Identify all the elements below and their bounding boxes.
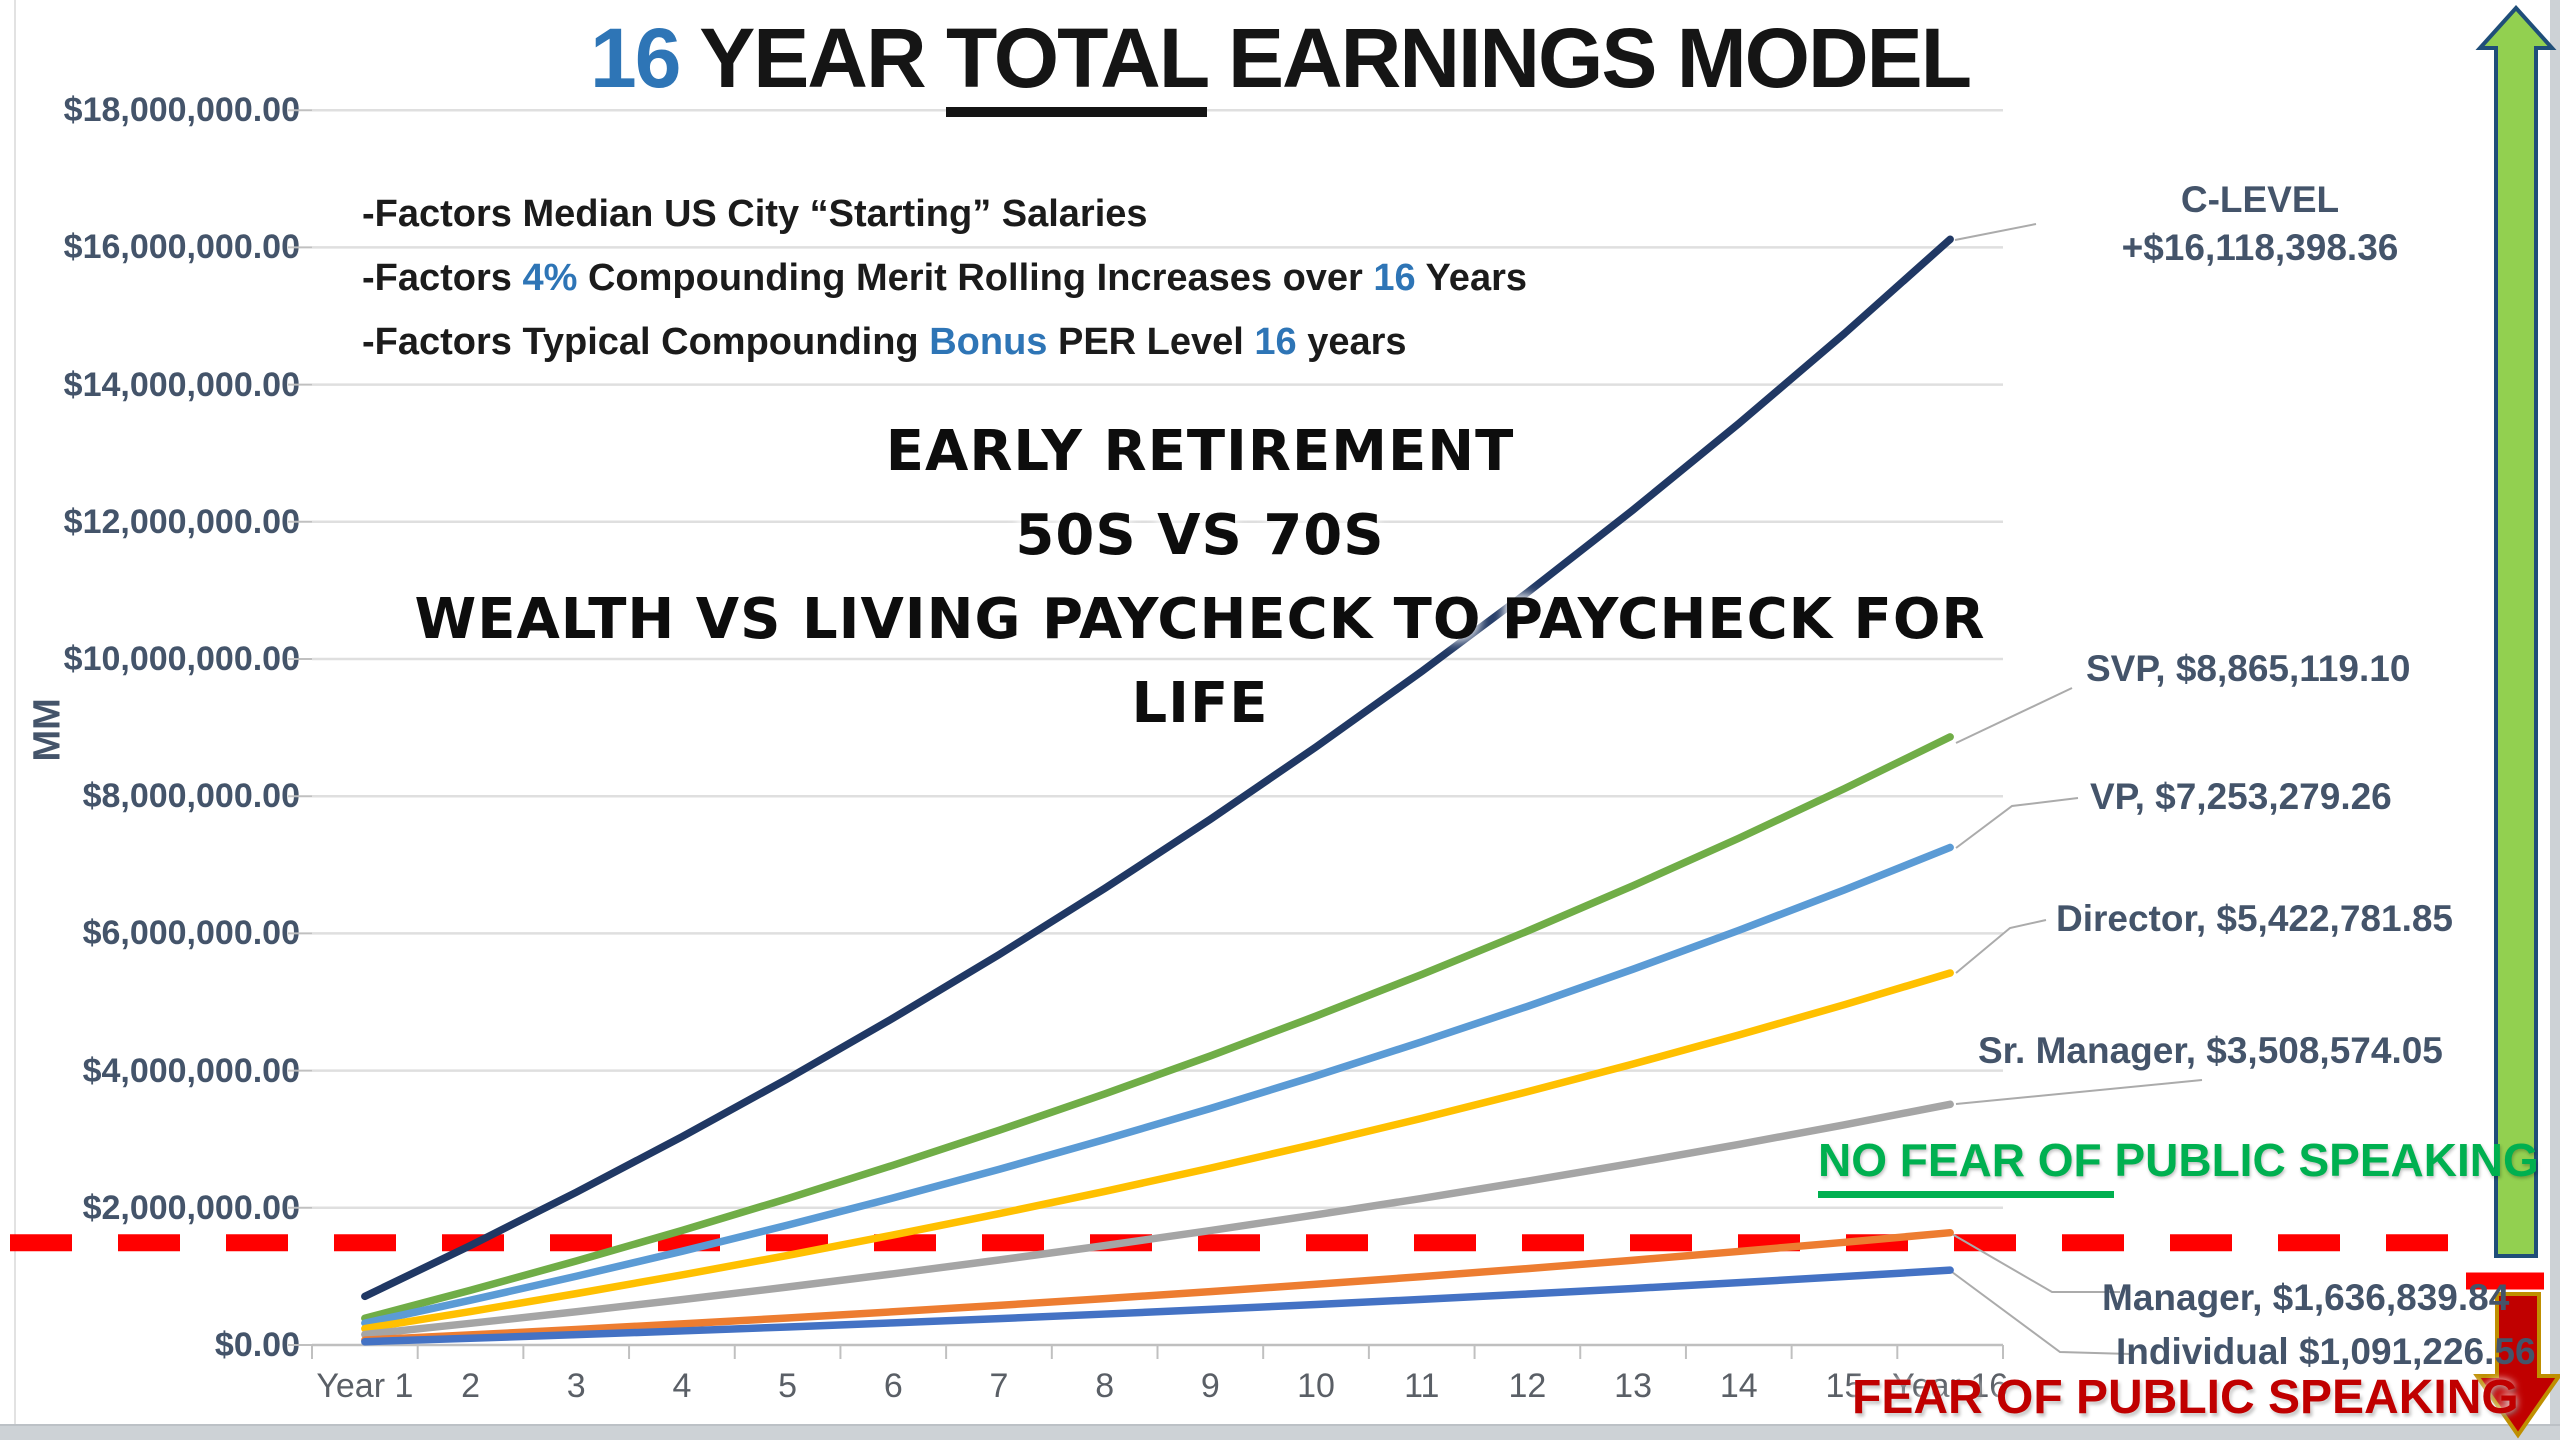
assumptions-text: -Factors Median US City “Starting” Salar…	[362, 182, 1527, 374]
series-label-director: Director, $5,422,781.85	[2056, 898, 2454, 939]
x-label-12: 12	[1508, 1367, 1547, 1405]
leader-line-director	[1955, 919, 2047, 974]
x-label-15: 15	[1825, 1367, 1864, 1405]
assumption-line-1: -Factors Median US City “Starting” Salar…	[362, 193, 1148, 235]
leader-line-manager	[1951, 1233, 2120, 1293]
no-fear-underlined: NO FEAR OF	[1818, 1134, 2115, 1198]
x-label-16: Year 16	[1892, 1367, 2009, 1405]
label-leader-lines	[1951, 223, 2203, 1355]
leader-line-svp	[1955, 687, 2073, 744]
series-lines	[361, 235, 1954, 1346]
series-label-svp: SVP, $8,865,119.10	[2086, 648, 2411, 689]
x-label-5: 5	[778, 1367, 798, 1405]
series-line-c-level	[361, 235, 1954, 1301]
x-label-1: Year 1	[316, 1367, 414, 1405]
series-label-vp: VP, $7,253,279.26	[2090, 776, 2392, 817]
x-label-9: 9	[1200, 1367, 1220, 1405]
bottom-edge-strip	[0, 1424, 2560, 1440]
x-label-10: 10	[1297, 1367, 1335, 1405]
fear-annotation: FEAR OF PUBLIC SPEAKING	[1852, 1371, 2519, 1424]
assumption-line-2: -Factors 4% Compounding Merit Rolling In…	[362, 257, 1527, 299]
series-line-sr-manager	[361, 1100, 1954, 1339]
y-axis-title: MM	[26, 698, 69, 762]
poster-overlay-text: EARLY RETIREMENT 50S VS 70S WEALTH VS LI…	[340, 410, 2060, 746]
y-label-16m: $16,000,000.00	[63, 228, 300, 267]
no-fear-annotation: NO FEAR OF PUBLIC SPEAKING	[1818, 1133, 2539, 1198]
x-label-2: 2	[461, 1367, 480, 1405]
x-label-3: 3	[566, 1367, 586, 1405]
series-label-c-level: C-LEVEL +$16,118,398.36	[2121, 179, 2399, 268]
series-label-sr-manager: Sr. Manager, $3,508,574.05	[1978, 1030, 2443, 1071]
series-label-manager: Manager, $1,636,839.84	[2102, 1277, 2510, 1318]
y-label-6m: $6,000,000.00	[82, 914, 300, 953]
left-edge-line	[14, 0, 16, 1424]
poster-line-3: WEALTH VS LIVING PAYCHECK TO PAYCHECK FO…	[414, 587, 1986, 736]
red-down-arrow	[2473, 1292, 2560, 1439]
y-label-8m: $8,000,000.00	[82, 777, 300, 816]
title-number: 16	[589, 11, 681, 105]
x-label-4: 4	[672, 1367, 692, 1405]
poster-line-2: 50S VS 70S	[1015, 503, 1385, 568]
page-title: 16 YEAR TOTAL EARNINGS MODEL	[340, 10, 2220, 117]
series-label-individual: Individual $1,091,226.56	[2116, 1331, 2536, 1372]
y-label-0m: $0.00	[214, 1326, 300, 1364]
leader-line-vp	[1955, 797, 2079, 849]
y-label-10m: $10,000,000.00	[63, 640, 300, 678]
x-label-7: 7	[989, 1367, 1009, 1405]
right-edge-strip	[2550, 0, 2560, 1424]
x-label-11: 11	[1404, 1367, 1440, 1405]
series-line-vp	[361, 843, 1954, 1327]
series-line-director	[361, 969, 1954, 1333]
x-label-6: 6	[883, 1367, 903, 1405]
x-label-14: 14	[1719, 1367, 1758, 1405]
leader-line-sr-manager	[1955, 1079, 2203, 1105]
x-label-8: 8	[1095, 1367, 1115, 1405]
series-line-individual	[361, 1266, 1954, 1346]
green-up-arrow	[2475, 5, 2557, 1258]
y-label-12m: $12,000,000.00	[63, 502, 300, 541]
y-label-4m: $4,000,000.00	[82, 1051, 300, 1090]
x-label-13: 13	[1614, 1367, 1652, 1405]
y-label-18m: $18,000,000.00	[63, 91, 300, 130]
series-line-svp	[361, 733, 1954, 1322]
assumption-line-3: -Factors Typical Compounding Bonus PER L…	[362, 321, 1407, 363]
series-line-manager	[361, 1228, 1954, 1344]
poster-line-1: EARLY RETIREMENT	[885, 419, 1515, 484]
title-total-underlined: TOTAL	[945, 11, 1209, 117]
axis-ticks	[288, 109, 2004, 1359]
gridlines	[312, 108, 2003, 1347]
leader-line-individual	[1951, 1271, 2131, 1355]
leader-line-c-level	[1954, 223, 2037, 241]
threshold-dashed-line	[10, 1234, 2544, 1290]
y-label-14m: $14,000,000.00	[63, 365, 300, 404]
y-label-2m: $2,000,000.00	[82, 1188, 300, 1227]
